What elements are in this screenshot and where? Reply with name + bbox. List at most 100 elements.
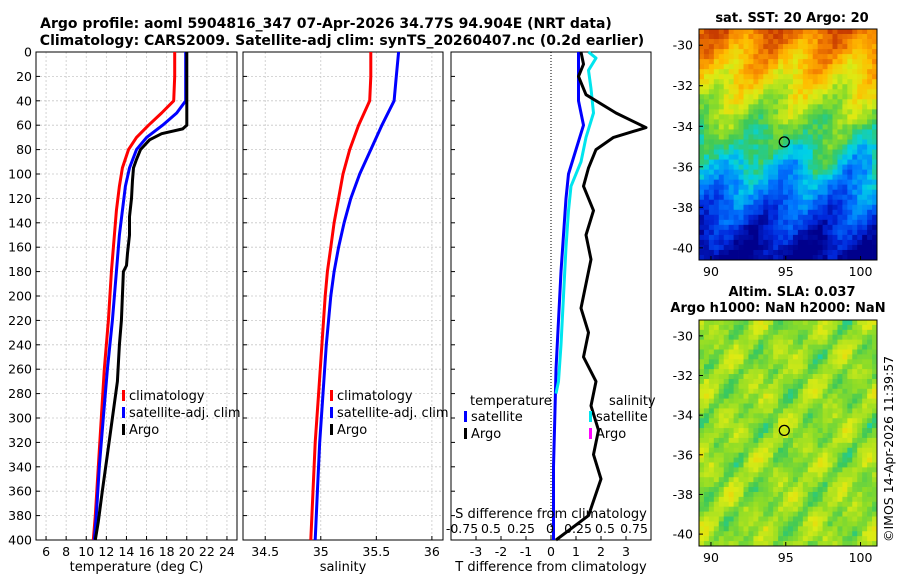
- map-cell: [832, 109, 838, 115]
- s-difference-tick: 0.25: [564, 521, 592, 536]
- map-cell: [788, 139, 794, 145]
- map-cell: [773, 452, 779, 458]
- map-cell: [753, 452, 759, 458]
- argo-float-marker: [778, 424, 790, 437]
- map-cell: [708, 457, 715, 463]
- map-cell: [842, 452, 848, 458]
- map-cell: [832, 437, 838, 444]
- map-cell: [768, 452, 774, 458]
- map-cell: [788, 452, 794, 458]
- map-cell: [827, 413, 833, 419]
- map-cell: [753, 354, 759, 360]
- map-cell: [748, 393, 754, 400]
- map-cell: [847, 428, 853, 434]
- map-cell: [867, 144, 873, 150]
- map-cell: [758, 482, 764, 488]
- map-cell: [763, 179, 769, 186]
- map-cell: [758, 393, 764, 400]
- map-cell: [807, 344, 814, 350]
- map-cell: [852, 49, 858, 55]
- map-cell: [832, 114, 838, 120]
- map-cell: [807, 39, 814, 45]
- map-cell: [763, 199, 769, 206]
- map-cell: [723, 398, 730, 404]
- map-cell: [837, 109, 843, 115]
- map-cell: [817, 329, 824, 336]
- map-cell: [753, 487, 759, 493]
- map-cell: [738, 134, 744, 140]
- map-cell: [807, 124, 814, 130]
- map-cell: [862, 59, 868, 65]
- map-cell: [738, 359, 744, 365]
- map-cell: [733, 462, 739, 468]
- map-cell: [847, 452, 853, 458]
- map-cell: [703, 204, 710, 211]
- map-cell: [773, 189, 779, 196]
- y-tick-label: 60: [16, 118, 32, 133]
- map-cell: [703, 154, 710, 160]
- map-cell: [713, 339, 720, 345]
- map-cell: [832, 506, 838, 513]
- map-cell: [778, 99, 784, 105]
- map-cell: [792, 359, 799, 365]
- map-cell: [788, 174, 794, 181]
- map-cell: [812, 536, 819, 542]
- map-cell: [862, 124, 868, 130]
- map-cell: [763, 511, 769, 517]
- map-cell: [792, 418, 799, 424]
- map-cell: [827, 472, 833, 478]
- y-tick-label: 120: [8, 191, 32, 206]
- map-cell: [778, 418, 784, 424]
- map-cell: [792, 462, 799, 468]
- map-cell: [847, 359, 853, 365]
- map-cell: [802, 54, 809, 60]
- map-cell: [773, 506, 779, 513]
- map-cell: [738, 104, 744, 110]
- map-cell: [842, 541, 848, 547]
- map-cell: [783, 159, 789, 165]
- map-cell: [797, 482, 804, 488]
- map-cell: [827, 124, 833, 130]
- map-cell: [837, 388, 843, 395]
- map-cell: [872, 69, 878, 75]
- map-cell: [862, 129, 868, 135]
- map-cell: [778, 159, 784, 165]
- map-cell: [872, 487, 878, 493]
- map-cell: [773, 59, 779, 65]
- map-cell: [748, 49, 754, 55]
- map-cell: [872, 467, 878, 473]
- map-cell: [733, 536, 739, 542]
- map-cell: [773, 84, 779, 90]
- map-cell: [758, 442, 764, 449]
- map-cell: [807, 447, 814, 454]
- map-cell: [862, 34, 868, 40]
- map-cell: [703, 501, 710, 508]
- map-cell: [862, 149, 868, 155]
- map-cell: [718, 536, 725, 542]
- map-cell: [822, 403, 828, 409]
- map-cell: [748, 526, 754, 532]
- map-cell: [768, 467, 774, 473]
- map-cell: [807, 54, 814, 60]
- map-cell: [703, 69, 710, 75]
- map-cell: [862, 229, 868, 236]
- map-cell: [783, 64, 789, 70]
- map-cell: [699, 169, 705, 176]
- map-cell: [847, 169, 853, 176]
- map-cell: [768, 516, 774, 522]
- map-cell: [817, 393, 824, 400]
- map-cell: [728, 194, 735, 201]
- map-cell: [733, 521, 739, 527]
- map-cell: [728, 496, 735, 503]
- map-cell: [728, 487, 735, 493]
- map-cell: [753, 359, 759, 365]
- map-cell: [842, 359, 848, 365]
- map-cell: [822, 467, 828, 473]
- map-cell: [718, 219, 725, 226]
- map-cell: [792, 496, 799, 503]
- map-cell: [812, 320, 819, 326]
- map-cell: [867, 29, 873, 35]
- map-cell: [773, 398, 779, 404]
- map-cell: [792, 320, 799, 326]
- map-cell: [857, 364, 863, 370]
